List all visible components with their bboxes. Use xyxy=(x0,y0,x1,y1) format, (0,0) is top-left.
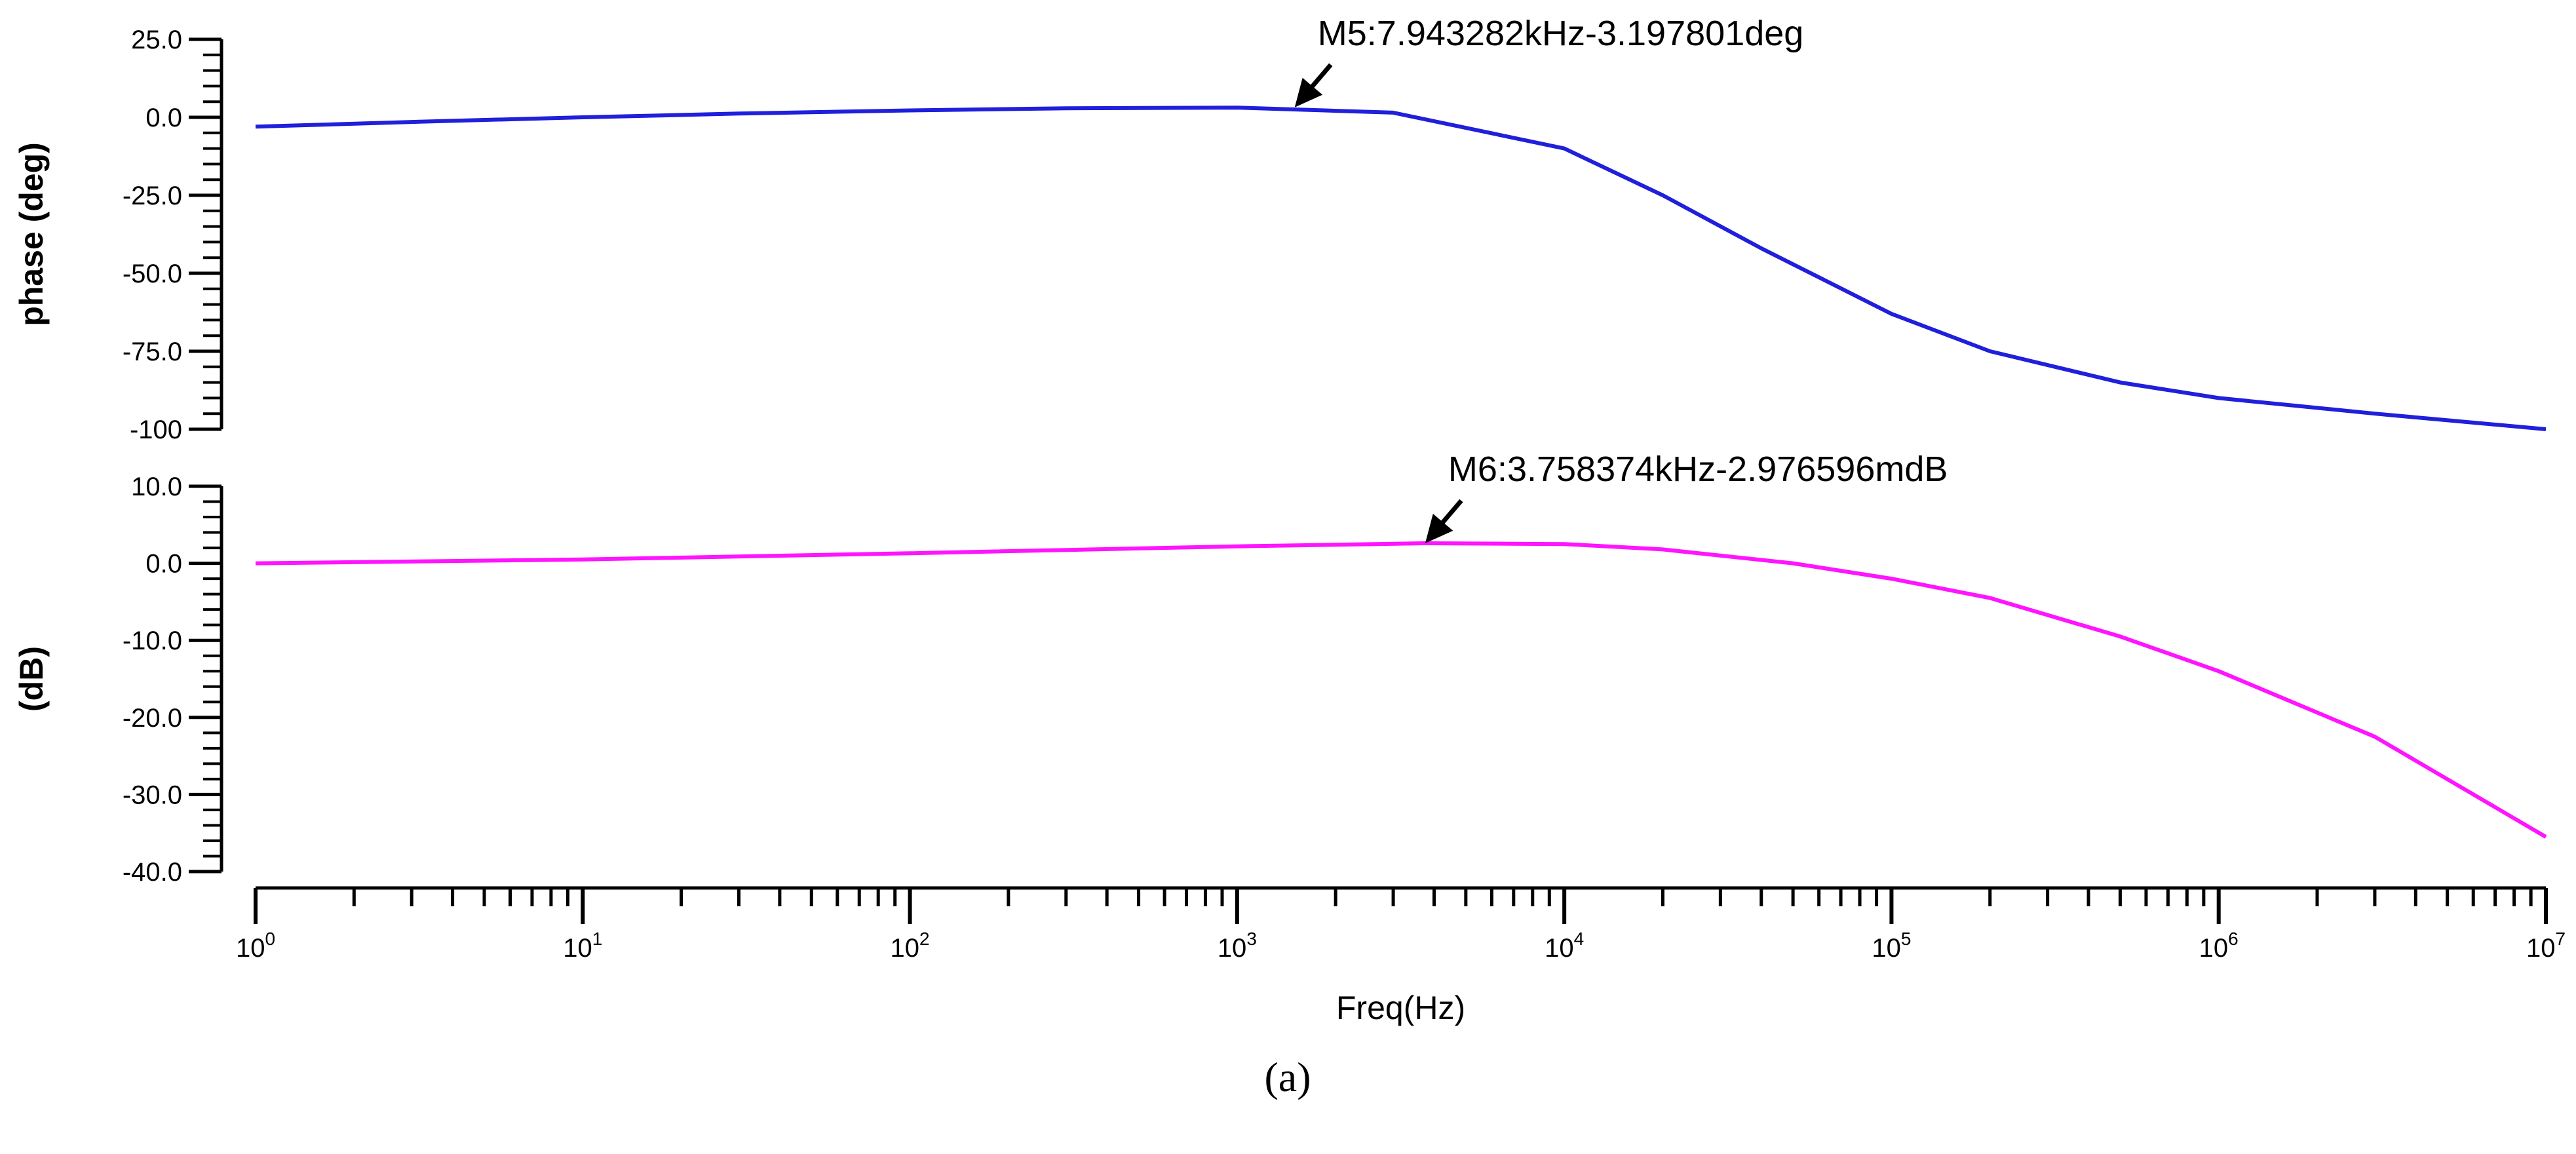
magnitude-curve xyxy=(255,541,2547,839)
x-tick-label: 105 xyxy=(1872,929,1911,963)
y-tick-label: -100 xyxy=(130,415,182,444)
y-axis-label: (dB) xyxy=(13,646,50,712)
marker-annotation: M6:3.758374kHz-2.976596mdB xyxy=(1448,450,1948,489)
x-tick-label: 100 xyxy=(236,929,275,963)
y-tick-label: -40.0 xyxy=(123,858,182,887)
x-tick-label: 102 xyxy=(891,929,930,963)
figure-caption: (a) xyxy=(1264,1054,1311,1100)
y-tick-label: -75.0 xyxy=(123,337,182,366)
marker-arrow-head xyxy=(1425,514,1453,544)
phase-panel: 25.0 0.0 -25.0 -50.0 -75.0 -100 phase (deg) M5:… xyxy=(13,14,2547,444)
marker-arrow-head xyxy=(1294,77,1323,107)
y-tick-label: -25.0 xyxy=(123,182,182,210)
x-tick-label: 103 xyxy=(1218,929,1257,963)
y-tick-label: 25.0 xyxy=(131,26,182,54)
x-tick-label: 106 xyxy=(2199,929,2239,963)
x-tick-exponent: 0 xyxy=(265,929,275,949)
x-tick-label: 101 xyxy=(563,929,602,963)
y-tick-label: -50.0 xyxy=(123,260,182,288)
y-axis-label: phase (deg) xyxy=(13,142,50,326)
y-tick-label: -20.0 xyxy=(123,704,182,733)
x-tick-exponent: 4 xyxy=(1574,929,1585,949)
magnitude-panel: 10.0 0.0 -10.0 -20.0 -30.0 -40.0 (dB) M6:3.7583… xyxy=(13,450,2566,1026)
x-tick-label: 104 xyxy=(1545,929,1584,963)
x-tick-exponent: 3 xyxy=(1246,929,1257,949)
y-tick-label: 0.0 xyxy=(145,104,182,132)
x-tick-label: 107 xyxy=(2526,929,2566,963)
marker-annotation: M5:7.943282kHz-3.197801deg xyxy=(1318,14,1804,53)
x-axis-label: Freq(Hz) xyxy=(1336,990,1465,1026)
x-tick-exponent: 7 xyxy=(2555,929,2566,949)
y-tick-label: -10.0 xyxy=(123,626,182,655)
y-tick-label: 0.0 xyxy=(145,550,182,579)
phase-curve xyxy=(255,106,2547,431)
x-tick-exponent: 5 xyxy=(1901,929,1912,949)
x-tick-exponent: 1 xyxy=(592,929,603,949)
x-tick-exponent: 6 xyxy=(2228,929,2239,949)
y-tick-label: 10.0 xyxy=(131,472,182,501)
x-tick-exponent: 2 xyxy=(919,929,930,949)
y-tick-label: -30.0 xyxy=(123,780,182,809)
